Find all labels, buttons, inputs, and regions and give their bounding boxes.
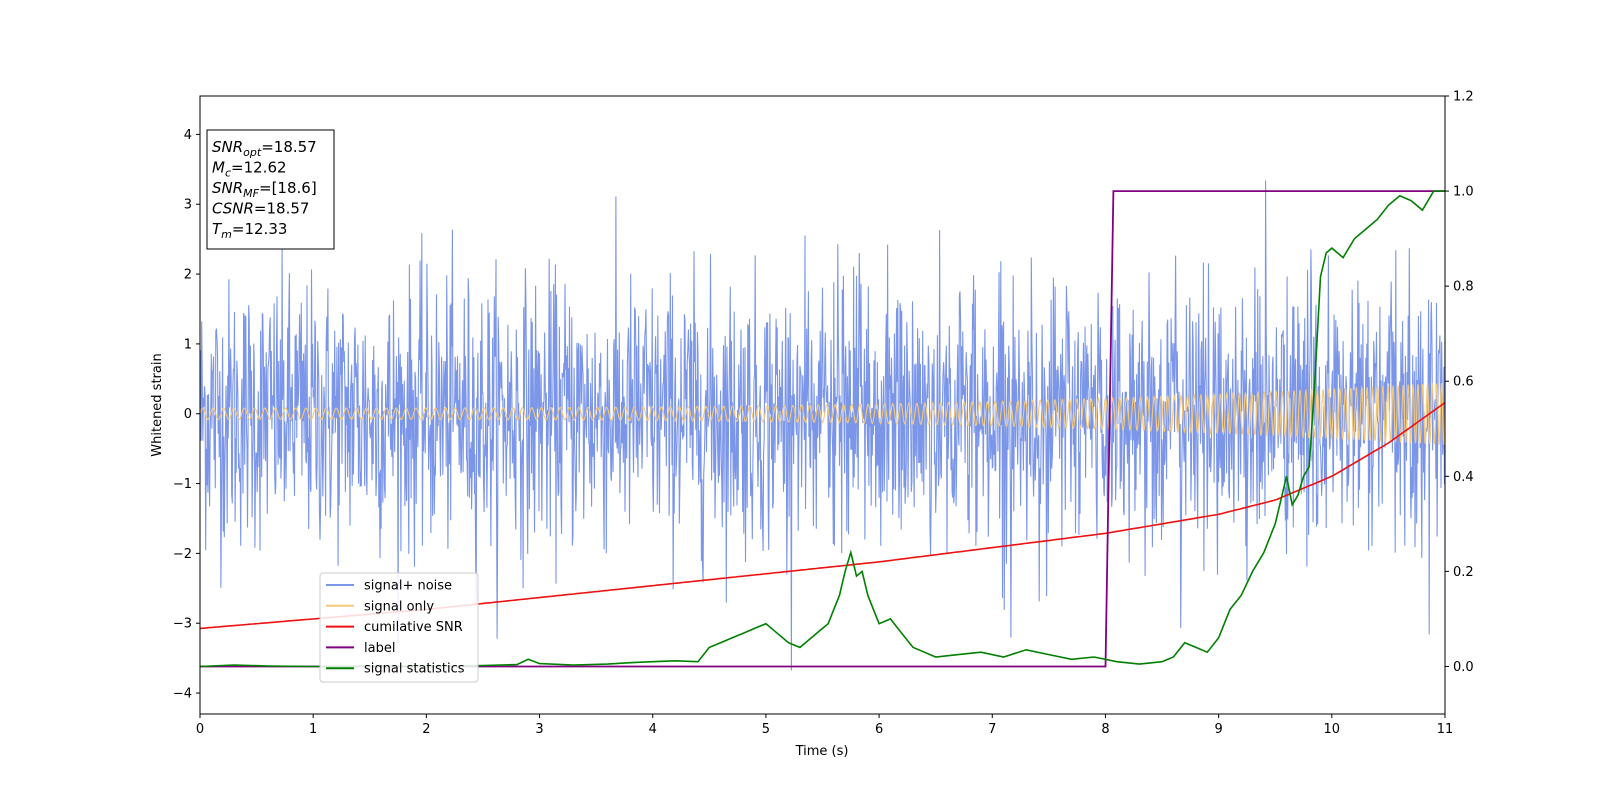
y-axis-right: 0.0 0.2 0.4 0.6 0.8 1.0 1.2: [1445, 90, 1474, 675]
y-left-tick-label: −1: [173, 477, 192, 492]
x-tick-label: 9: [1214, 722, 1222, 737]
y-right-tick-label: 0.8: [1453, 280, 1474, 295]
legend-label: signal only: [364, 599, 434, 614]
legend-frame: [319, 572, 479, 683]
x-tick-label: 8: [1101, 722, 1109, 737]
annotation-line: SNRopt=18.57: [212, 138, 317, 159]
y-left-tick-label: 1: [184, 337, 192, 352]
x-tick-label: 6: [875, 722, 883, 737]
annotation-frame: [206, 129, 335, 250]
plot-frame: [199, 95, 1446, 715]
y-right-tick-label: 1.0: [1453, 185, 1474, 200]
annotation-line: CSNR=18.57: [212, 200, 309, 218]
legend-label: signal statistics: [364, 662, 465, 677]
x-axis: 0 1 2 3 4 5 6 7 8 9 10 11: [196, 714, 1453, 737]
annotation-line: SNRMF=[18.6]: [212, 179, 317, 200]
legend-label: signal+ noise: [364, 579, 452, 594]
signal-only-line: [200, 383, 1445, 446]
series-signal-only: [200, 383, 1445, 446]
x-tick-label: 5: [762, 722, 770, 737]
y-right-tick-label: 1.2: [1453, 90, 1474, 105]
y-left-tick-label: −3: [173, 617, 192, 632]
y-left-tick-label: 0: [184, 407, 192, 422]
x-axis-label: Time (s): [795, 744, 849, 759]
label-line: [200, 190, 1445, 668]
y-right-tick-label: 0.6: [1453, 375, 1474, 390]
x-tick-label: 2: [422, 722, 430, 737]
y-left-tick-label: 4: [184, 128, 192, 143]
signal-plus-noise-line: [200, 180, 1445, 671]
x-tick-label: 1: [309, 722, 317, 737]
y-axis-left: −4 −3 −2 −1 0 1 2 3 4: [173, 128, 200, 702]
x-tick-label: 0: [196, 722, 204, 737]
y-right-tick-label: 0.0: [1453, 660, 1474, 675]
y-left-tick-label: −4: [173, 687, 192, 702]
legend: signal+ noise signal only cumilative SNR la…: [319, 572, 479, 683]
annotation-box: SNRopt=18.57Mc=12.62SNRMF=[18.6]CSNR=18.…: [206, 129, 335, 250]
x-tick-label: 10: [1324, 722, 1341, 737]
y-left-tick-label: −2: [173, 547, 192, 562]
y-left-tick-label: 3: [184, 198, 192, 213]
series-label: [200, 190, 1445, 668]
y-right-tick-label: 0.2: [1453, 565, 1474, 580]
annotation-line: Tm=12.33: [212, 220, 287, 241]
x-tick-label: 7: [988, 722, 996, 737]
y-right-tick-label: 0.4: [1453, 470, 1474, 485]
x-tick-label: 4: [649, 722, 657, 737]
signal-statistics-line: [200, 190, 1445, 668]
x-tick-label: 3: [535, 722, 543, 737]
series-signal-statistics: [200, 190, 1445, 668]
legend-label: label: [364, 641, 395, 656]
series-signal-plus-noise: [200, 180, 1445, 671]
annotation-line: Mc=12.62: [212, 159, 287, 180]
y-left-tick-label: 2: [184, 268, 192, 283]
x-tick-label: 11: [1437, 722, 1454, 737]
legend-label: cumilative SNR: [364, 620, 463, 635]
y-axis-label: Whitened strain: [150, 353, 165, 456]
